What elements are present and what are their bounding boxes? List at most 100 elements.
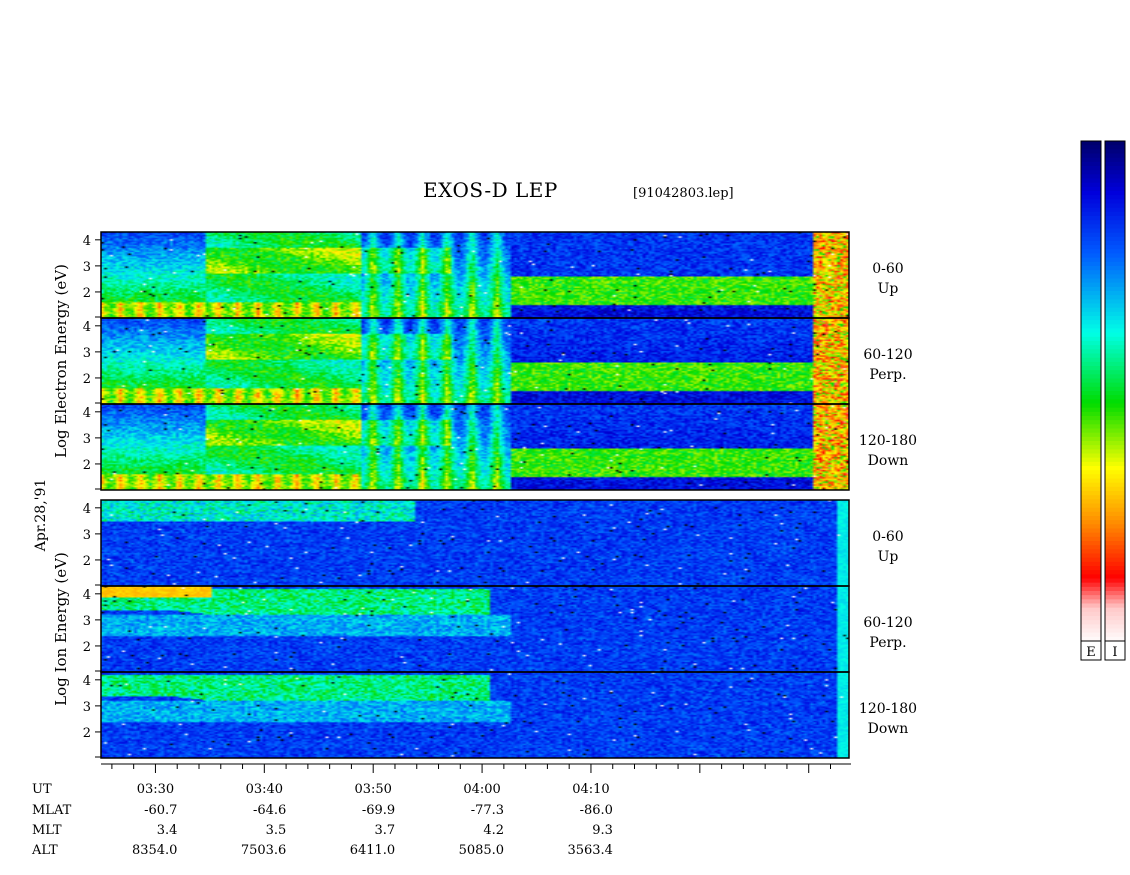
colorbar-segment bbox=[1081, 416, 1101, 421]
colorbar-segment bbox=[1105, 432, 1125, 438]
colorbar-segment bbox=[1081, 228, 1101, 234]
colorbar-segment bbox=[1081, 574, 1101, 580]
colorbar-segment bbox=[1081, 457, 1101, 463]
ephemeris-value: -86.0 bbox=[580, 803, 613, 818]
colorbar-segment bbox=[1105, 274, 1125, 280]
colorbar-segment bbox=[1081, 378, 1101, 384]
colorbar-segment bbox=[1081, 211, 1101, 217]
colorbar-segment bbox=[1105, 299, 1125, 305]
colorbar-segment bbox=[1105, 582, 1125, 588]
colorbar-segment bbox=[1105, 411, 1125, 417]
colorbar-segment bbox=[1081, 291, 1101, 296]
colorbar-segment bbox=[1105, 628, 1125, 634]
chart-title: EXOS-D LEP bbox=[423, 178, 558, 202]
colorbar-segment bbox=[1105, 345, 1125, 350]
colorbar-segment bbox=[1081, 553, 1101, 559]
ephemeris-value: -69.9 bbox=[362, 803, 395, 818]
x-tick-label: 03:30 bbox=[137, 782, 174, 797]
colorbar-segment bbox=[1081, 307, 1101, 313]
direction-label: Perp. bbox=[869, 635, 906, 651]
colorbar-segment bbox=[1081, 503, 1101, 509]
colorbar-segment bbox=[1105, 203, 1125, 209]
colorbar-segment bbox=[1105, 616, 1125, 621]
colorbar-segment bbox=[1081, 266, 1101, 271]
y-tick-label: 4 bbox=[83, 406, 91, 421]
colorbar-segment bbox=[1105, 149, 1125, 155]
colorbar-segment bbox=[1105, 499, 1125, 505]
colorbar-segment bbox=[1105, 324, 1125, 330]
colorbar-segment bbox=[1105, 257, 1125, 263]
colorbar-segment bbox=[1081, 632, 1101, 638]
colorbar-segment bbox=[1081, 424, 1101, 430]
colorbar-segment bbox=[1105, 366, 1125, 371]
ephemeris-row-label: ALT bbox=[31, 843, 58, 858]
colorbar-segment bbox=[1105, 541, 1125, 546]
colorbar-segment bbox=[1105, 561, 1125, 567]
colorbar-segment bbox=[1081, 561, 1101, 567]
colorbar-segment bbox=[1105, 282, 1125, 288]
colorbar-segment bbox=[1081, 545, 1101, 550]
colorbar-segment bbox=[1105, 436, 1125, 442]
colorbar-segment bbox=[1105, 428, 1125, 434]
colorbar-segment bbox=[1105, 466, 1125, 471]
colorbar-segment bbox=[1081, 536, 1101, 542]
colorbar-segment bbox=[1105, 353, 1125, 359]
colorbar-segment bbox=[1105, 495, 1125, 500]
colorbar-segment bbox=[1081, 491, 1101, 496]
colorbar-segment bbox=[1081, 466, 1101, 471]
colorbar-segment bbox=[1081, 607, 1101, 613]
colorbar-segment bbox=[1105, 511, 1125, 517]
colorbar-segment bbox=[1105, 378, 1125, 384]
ephemeris-value: 8354.0 bbox=[132, 843, 178, 858]
colorbar-segment bbox=[1105, 611, 1125, 617]
colorbar-segment bbox=[1081, 245, 1101, 250]
colorbar-segment bbox=[1105, 341, 1125, 346]
colorbar-segment bbox=[1081, 399, 1101, 405]
colorbar-segment bbox=[1105, 311, 1125, 317]
colorbar-segment bbox=[1105, 261, 1125, 267]
ephemeris-row-label: MLT bbox=[32, 823, 62, 838]
colorbar-segment bbox=[1081, 486, 1101, 492]
colorbar-segment bbox=[1105, 507, 1125, 513]
colorbar-segment bbox=[1081, 170, 1101, 175]
colorbar-segment bbox=[1081, 403, 1101, 409]
y-tick-label: 4 bbox=[83, 320, 91, 335]
colorbar-segment bbox=[1105, 445, 1125, 450]
ephemeris-value: 5085.0 bbox=[459, 843, 505, 858]
colorbar-segment bbox=[1105, 591, 1125, 596]
colorbar-segment bbox=[1105, 241, 1125, 246]
colorbar-segment bbox=[1105, 307, 1125, 313]
colorbar-segment bbox=[1081, 586, 1101, 592]
date-label: Apr.28,'91 bbox=[33, 479, 49, 553]
pitch-angle-label: 60-120 bbox=[863, 615, 912, 631]
colorbar-segment bbox=[1105, 624, 1125, 630]
colorbar-segment bbox=[1105, 399, 1125, 405]
colorbar-segment bbox=[1081, 470, 1101, 475]
colorbar-segment bbox=[1081, 582, 1101, 588]
colorbar-segment bbox=[1081, 370, 1101, 375]
colorbar-segment bbox=[1105, 420, 1125, 425]
colorbar-segment bbox=[1081, 541, 1101, 546]
colorbar-segment bbox=[1081, 149, 1101, 155]
colorbar-segment bbox=[1105, 166, 1125, 171]
colorbar-segment bbox=[1081, 453, 1101, 459]
colorbar-segment bbox=[1105, 574, 1125, 580]
colorbar-segment bbox=[1081, 482, 1101, 488]
electron-spectrogram-image bbox=[101, 232, 849, 490]
colorbar-segment bbox=[1081, 445, 1101, 450]
colorbar-segment bbox=[1105, 291, 1125, 296]
electron-panel-frame bbox=[100, 403, 850, 491]
colorbar-segment bbox=[1081, 474, 1101, 480]
colorbar-segment bbox=[1081, 407, 1101, 413]
colorbar-segment bbox=[1105, 224, 1125, 230]
colorbar-segment bbox=[1081, 420, 1101, 425]
colorbar-segment bbox=[1081, 566, 1101, 571]
colorbar-segment bbox=[1081, 391, 1101, 396]
ephemeris-value: 3.4 bbox=[157, 823, 178, 838]
y-tick-label: 2 bbox=[83, 372, 91, 387]
colorbar-segment bbox=[1105, 182, 1125, 188]
colorbar-segment bbox=[1081, 549, 1101, 555]
ion-panel-frame bbox=[100, 671, 850, 759]
colorbar-segment bbox=[1081, 578, 1101, 584]
